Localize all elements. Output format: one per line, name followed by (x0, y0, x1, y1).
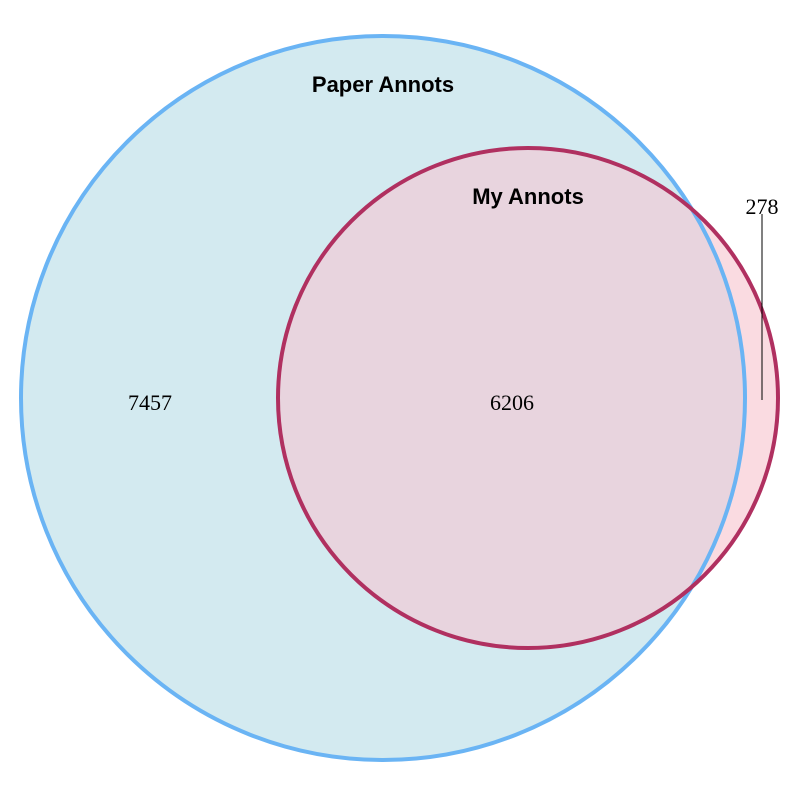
my-annots-title: My Annots (472, 184, 584, 209)
overlap-region (278, 148, 745, 648)
overlap-count: 6206 (490, 390, 534, 415)
paper-annots-outline (19, 34, 747, 762)
paper-only-count: 7457 (128, 390, 172, 415)
my-annots-outline (276, 146, 780, 650)
paper-annots-title: Paper Annots (312, 72, 454, 97)
